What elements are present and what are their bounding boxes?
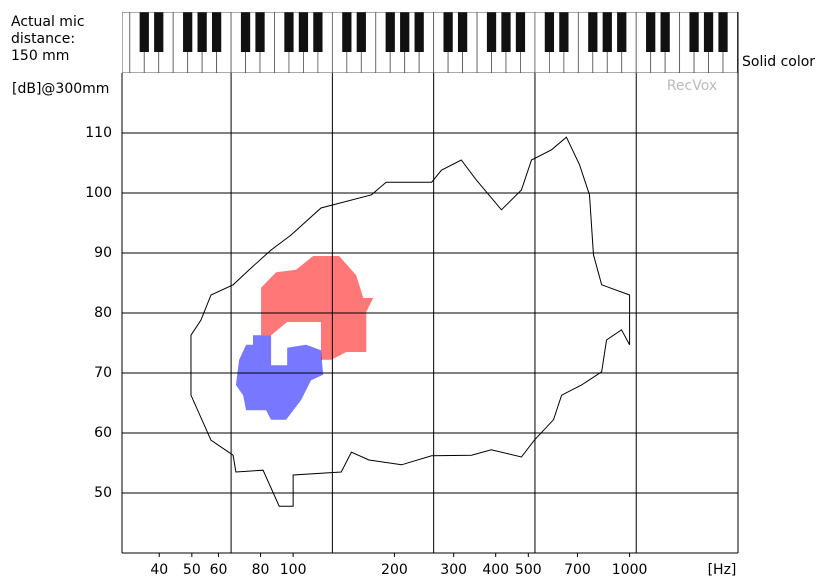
black-key — [313, 12, 322, 52]
black-key — [284, 12, 293, 52]
black-key — [183, 12, 192, 52]
x-tick-label: 700 — [564, 562, 591, 577]
black-key — [704, 12, 713, 52]
black-key — [661, 12, 670, 52]
y-axis-label: [dB]@300mm — [12, 81, 109, 97]
black-key — [603, 12, 612, 52]
watermark: RecVox — [667, 78, 717, 94]
x-tick-label: 80 — [252, 562, 270, 577]
black-key — [212, 12, 221, 52]
x-tick-label: 300 — [440, 562, 467, 577]
black-key — [545, 12, 554, 52]
black-key — [516, 12, 525, 52]
mic-info: Actual mic distance: 150 mm — [11, 14, 106, 65]
x-axis-label: [Hz] — [708, 562, 737, 577]
black-key — [386, 12, 395, 52]
black-key — [559, 12, 568, 52]
black-key — [689, 12, 698, 52]
black-key — [646, 12, 655, 52]
x-tick-label: 200 — [381, 562, 408, 577]
black-key — [342, 12, 351, 52]
black-key — [299, 12, 308, 52]
black-key — [718, 12, 727, 52]
black-key — [154, 12, 163, 52]
black-key — [415, 12, 424, 52]
black-key — [198, 12, 207, 52]
x-tick-label: 500 — [515, 562, 542, 577]
x-tick-label: 1000 — [612, 562, 648, 577]
black-key — [241, 12, 250, 52]
black-key — [588, 12, 597, 52]
y-tick-label: 80 — [94, 305, 112, 321]
legend: Solid color — [742, 54, 815, 70]
mic-distance-label: Actual mic distance: — [11, 14, 106, 48]
x-tick-label: 60 — [210, 562, 228, 577]
y-tick-label: 60 — [94, 425, 112, 441]
x-tick-label: 40 — [150, 562, 168, 577]
black-key — [747, 12, 756, 52]
black-key — [357, 12, 366, 52]
y-tick-label: 70 — [94, 365, 112, 381]
keyboard — [29, 12, 757, 73]
black-key — [487, 12, 496, 52]
x-tick-label: 100 — [280, 562, 307, 577]
black-key — [140, 12, 149, 52]
y-tick-label: 90 — [94, 245, 112, 261]
y-tick-label: 50 — [94, 485, 112, 501]
black-key — [255, 12, 264, 52]
mic-distance: 150 mm — [11, 48, 106, 65]
black-key — [617, 12, 626, 52]
black-key — [111, 12, 120, 52]
y-tick-label: 110 — [85, 125, 112, 141]
chart: [dB]@300mm Solid color RecVox [Hz] 50 60 7… — [0, 0, 821, 577]
x-tick-label: 400 — [482, 562, 509, 577]
page: Actual mic distance: 150 mm [dB]@300mm S… — [0, 0, 821, 577]
x-tick-label: 50 — [183, 562, 201, 577]
black-key — [501, 12, 510, 52]
black-key — [400, 12, 409, 52]
y-tick-label: 100 — [85, 185, 112, 201]
black-key — [443, 12, 452, 52]
black-key — [458, 12, 467, 52]
white-key — [115, 12, 129, 73]
